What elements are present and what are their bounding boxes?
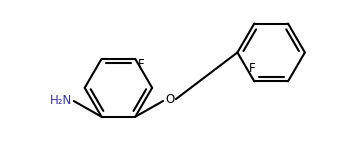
Text: O: O <box>165 93 175 106</box>
Text: F: F <box>249 63 256 76</box>
Text: H₂N: H₂N <box>50 94 72 107</box>
Text: F: F <box>138 58 145 71</box>
